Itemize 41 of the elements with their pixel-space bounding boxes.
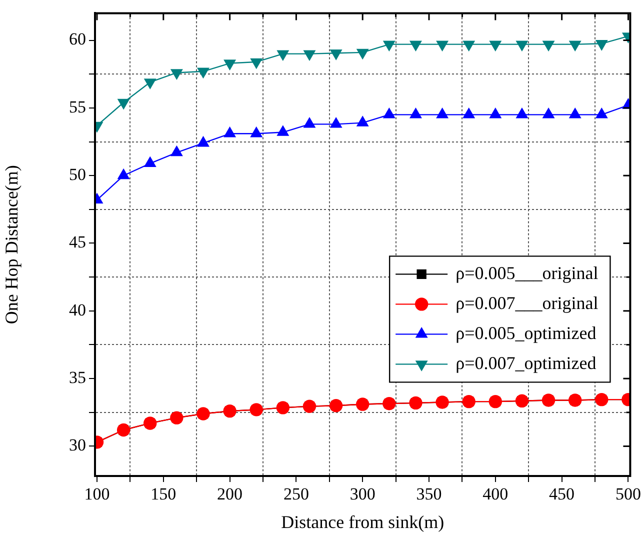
x-axis-title: Distance from sink(m) [281,512,444,532]
x-tick-label: 250 [283,484,309,504]
x-tick-label: 450 [549,484,575,504]
point [250,58,262,69]
point [330,50,342,60]
point [410,40,422,51]
y-tick-label: 45 [69,232,86,252]
point [463,40,475,51]
legend-label: ρ=0.005___original [456,262,598,283]
point [596,40,608,50]
y-tick-label: 35 [69,368,86,388]
x-tick-label: 150 [150,484,176,504]
y-axis-title: One Hop Distance(m) [2,165,22,324]
x-tick-label: 200 [217,484,243,504]
point [436,40,448,51]
y-tick-label: 30 [69,436,86,455]
point [569,40,581,51]
legend-label: ρ=0.007___original [456,292,598,313]
point [144,78,156,89]
x-tick-label: 100 [84,484,110,504]
y-tick-label: 60 [69,30,86,49]
point [224,60,236,70]
y-tick-label: 50 [69,165,86,184]
point [304,50,316,60]
x-tick-label: 400 [482,484,508,504]
legend-label: ρ=0.005_optimized [456,322,596,343]
y-tick-label: 40 [69,300,86,320]
point [490,40,502,51]
point [197,68,210,78]
x-tick-label: 350 [416,484,442,504]
point [277,50,289,60]
point [383,40,395,51]
point [542,40,554,51]
x-tick-label: 300 [350,484,376,504]
point [170,69,182,80]
y-tick-label: 55 [69,97,86,116]
point [516,40,528,51]
point [118,98,130,110]
point [356,48,368,60]
x-tick-label: 500 [615,484,641,504]
legend-label: ρ=0.007_optimized [456,352,596,373]
